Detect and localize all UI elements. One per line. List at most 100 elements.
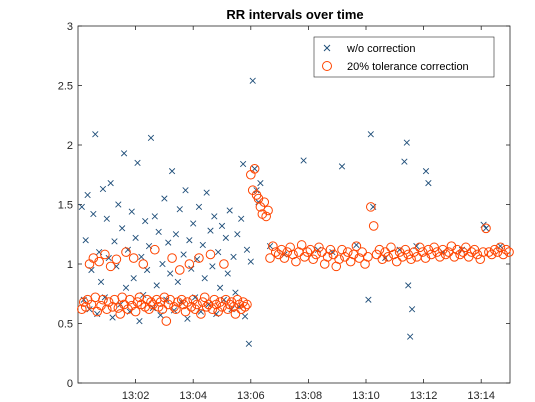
point-corrected — [443, 247, 454, 257]
point-corrected — [163, 299, 174, 310]
point-corrected — [276, 244, 287, 255]
point-corrected — [296, 240, 307, 250]
point-without-correction — [128, 208, 135, 215]
point-corrected — [219, 259, 229, 269]
point-without-correction — [408, 306, 416, 313]
point-without-correction — [138, 253, 145, 260]
point-corrected — [432, 247, 442, 257]
point-corrected — [463, 252, 474, 262]
point-without-correction — [215, 248, 222, 256]
point-corrected — [107, 302, 118, 312]
point-corrected — [115, 309, 126, 319]
y-tick-label: 1 — [67, 259, 73, 271]
point-corrected — [403, 249, 414, 260]
point-without-correction — [266, 243, 274, 250]
point-corrected — [242, 299, 252, 310]
point-corrected — [240, 302, 250, 312]
chart-title: RR intervals over time — [226, 7, 363, 22]
point-corrected — [249, 164, 260, 174]
legend-marker-circle-icon — [322, 61, 332, 71]
point-corrected — [380, 247, 391, 257]
point-without-correction — [165, 239, 172, 246]
point-corrected — [348, 249, 359, 260]
point-without-correction — [84, 191, 91, 199]
point-corrected — [100, 249, 110, 260]
point-corrected — [270, 247, 281, 257]
point-corrected — [317, 247, 327, 257]
point-without-correction — [365, 296, 372, 303]
point-without-correction — [247, 258, 254, 265]
y-tick-label: 2 — [67, 140, 73, 152]
point-corrected — [308, 254, 319, 265]
point-corrected — [383, 252, 393, 262]
point-without-correction — [82, 237, 89, 244]
point-without-correction — [176, 206, 183, 213]
point-without-correction — [203, 189, 210, 196]
point-without-correction — [199, 241, 206, 249]
point-corrected — [232, 294, 243, 305]
point-corrected — [417, 247, 428, 257]
point-without-correction — [338, 163, 346, 170]
point-corrected — [452, 244, 463, 255]
point-without-correction — [209, 263, 216, 270]
legend: w/o correction 20% tolerance correction — [313, 36, 495, 78]
point-without-correction — [130, 275, 137, 282]
point-corrected — [481, 223, 491, 234]
point-without-correction — [401, 158, 408, 165]
point-without-correction — [222, 234, 229, 241]
point-without-correction — [136, 318, 143, 325]
point-corrected — [374, 244, 385, 255]
x-axis: 13:02 13:04 13:06 13:08 13:10 13:12 13:14 — [122, 26, 495, 402]
point-without-correction — [249, 77, 256, 84]
point-corrected — [94, 256, 104, 267]
point-corrected — [466, 247, 477, 257]
point-without-correction — [234, 231, 241, 238]
point-corrected — [102, 304, 112, 315]
point-without-correction — [153, 282, 160, 289]
point-without-correction — [92, 131, 99, 138]
x-tick-label: 13:02 — [122, 390, 150, 402]
point-without-correction — [147, 134, 155, 141]
legend-label-without-correction: w/o correction — [346, 43, 415, 55]
point-corrected — [366, 202, 376, 212]
point-corrected — [98, 294, 108, 305]
point-corrected — [469, 244, 480, 255]
point-corrected — [176, 294, 187, 305]
point-corrected — [334, 254, 344, 265]
point-without-correction — [201, 275, 208, 282]
point-without-correction — [422, 168, 430, 175]
point-without-correction — [232, 289, 239, 296]
point-corrected — [80, 302, 91, 312]
point-corrected — [314, 242, 324, 253]
point-corrected — [180, 306, 191, 317]
y-tick-label: 0 — [67, 378, 73, 390]
point-corrected — [486, 249, 497, 260]
point-corrected — [230, 309, 241, 319]
point-without-correction — [224, 270, 231, 277]
point-without-correction — [367, 131, 374, 138]
point-without-correction — [226, 207, 233, 214]
y-tick-label: 0.5 — [58, 319, 73, 331]
point-corrected — [305, 244, 316, 255]
point-without-correction — [109, 314, 116, 321]
point-without-correction — [111, 238, 118, 245]
point-without-correction — [240, 160, 247, 168]
point-corrected — [501, 244, 511, 255]
point-without-correction — [425, 179, 432, 187]
point-corrected — [400, 244, 411, 255]
point-corrected — [504, 247, 514, 257]
point-corrected — [498, 249, 509, 260]
point-without-correction — [195, 203, 203, 210]
point-without-correction — [174, 278, 181, 285]
legend-box — [313, 36, 495, 78]
point-corrected — [420, 253, 431, 263]
point-corrected — [184, 259, 195, 269]
point-without-correction — [207, 227, 214, 234]
point-corrected — [201, 302, 212, 312]
point-without-correction — [182, 187, 189, 194]
point-corrected — [440, 249, 451, 260]
point-without-correction — [190, 220, 197, 227]
legend-marker-x-icon — [323, 44, 331, 52]
point-corrected — [446, 241, 457, 251]
series-without-correction — [78, 77, 504, 347]
